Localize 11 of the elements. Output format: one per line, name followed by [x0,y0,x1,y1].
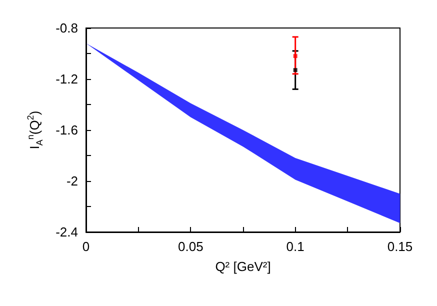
y-axis-title: IAn(Q2) [26,110,44,150]
x-tick-label: 0.15 [387,239,413,254]
y-tick-label: -1.2 [56,72,78,86]
x-axis-title: Q² [GeV²] [215,259,271,274]
y-tick-label: -0.8 [56,20,78,36]
y-tick-label: -2 [66,174,78,188]
x-tick-label: 0.05 [178,239,204,254]
y-tick-label: -1.6 [56,122,78,138]
x-tick-label: 0 [82,239,90,254]
x-tick-label: 0.1 [286,239,304,254]
y-tick-label: -2.4 [56,224,78,240]
